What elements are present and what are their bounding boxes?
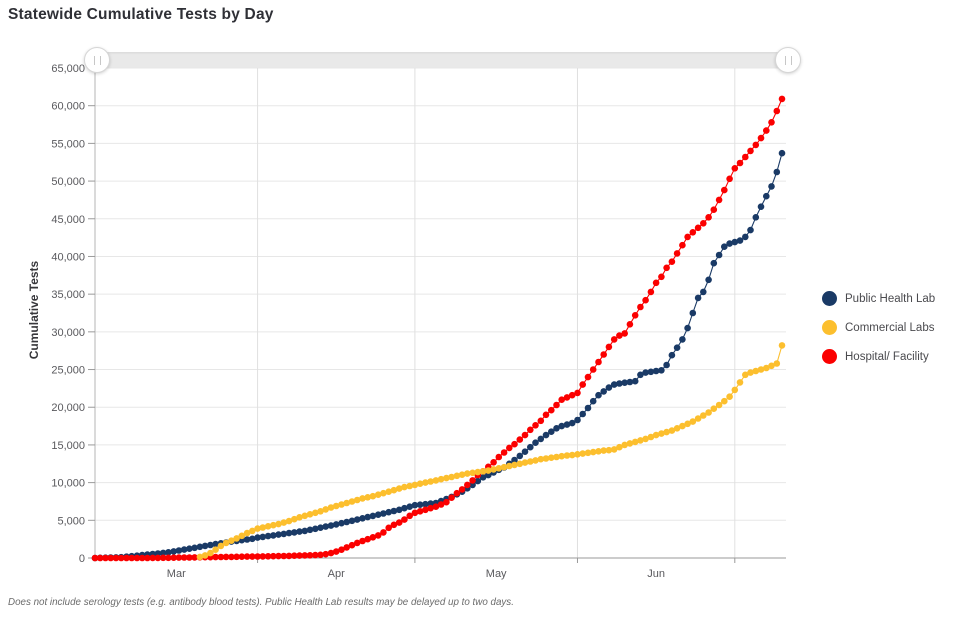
legend-label: Commercial Labs	[845, 321, 935, 334]
y-tick-label: 45,000	[51, 214, 85, 226]
y-tick-label: 50,000	[51, 176, 85, 188]
y-tick-label: 40,000	[51, 251, 85, 263]
x-tick-label: Jun	[647, 568, 665, 580]
slider-handle-right[interactable]	[775, 47, 801, 73]
y-tick-label: 25,000	[51, 365, 85, 377]
y-axis-title: Cumulative Tests	[27, 260, 41, 360]
series-hospital-facility	[91, 95, 786, 562]
series-dot-icon	[822, 320, 837, 335]
series-commercial-labs	[196, 342, 786, 561]
legend-label: Hospital/ Facility	[845, 350, 929, 363]
y-tick-label: 20,000	[51, 402, 85, 414]
y-tick-label: 30,000	[51, 327, 85, 339]
series-dot-icon	[822, 291, 837, 306]
axes: 0 5,000 10,000 15,000 20,000 25,000 30,000 35,0…	[51, 63, 786, 580]
chart-legend: Public Health Lab Commercial Labs Hospit…	[822, 284, 935, 371]
gridlines	[95, 67, 786, 558]
y-tick-label: 35,000	[51, 289, 85, 301]
legend-label: Public Health Lab	[845, 292, 936, 305]
legend-item-public-health-lab: Public Health Lab	[822, 284, 935, 313]
y-tick-label: 0	[79, 553, 85, 565]
grip-icon	[784, 55, 792, 65]
legend-item-hospital-facility: Hospital/ Facility	[822, 342, 935, 371]
y-tick-label: 15,000	[51, 440, 85, 452]
grip-icon	[93, 55, 101, 65]
y-tick-label: 55,000	[51, 138, 85, 150]
page-title: Statewide Cumulative Tests by Day	[8, 6, 274, 23]
x-tick-label: Apr	[328, 568, 345, 580]
y-tick-label: 5,000	[57, 515, 85, 527]
footnote: Does not include serology tests (e.g. an…	[8, 597, 514, 608]
x-tick-label: May	[486, 568, 507, 580]
x-tick-label: Mar	[167, 568, 186, 580]
y-tick-label: 65,000	[51, 63, 85, 75]
series-dot-icon	[822, 349, 837, 364]
slider-handle-left[interactable]	[84, 47, 110, 73]
legend-item-commercial-labs: Commercial Labs	[822, 313, 935, 342]
y-tick-label: 60,000	[51, 101, 85, 113]
y-tick-label: 10,000	[51, 478, 85, 490]
time-range-slider-track[interactable]	[95, 52, 790, 68]
series-public-health-lab	[91, 149, 786, 562]
